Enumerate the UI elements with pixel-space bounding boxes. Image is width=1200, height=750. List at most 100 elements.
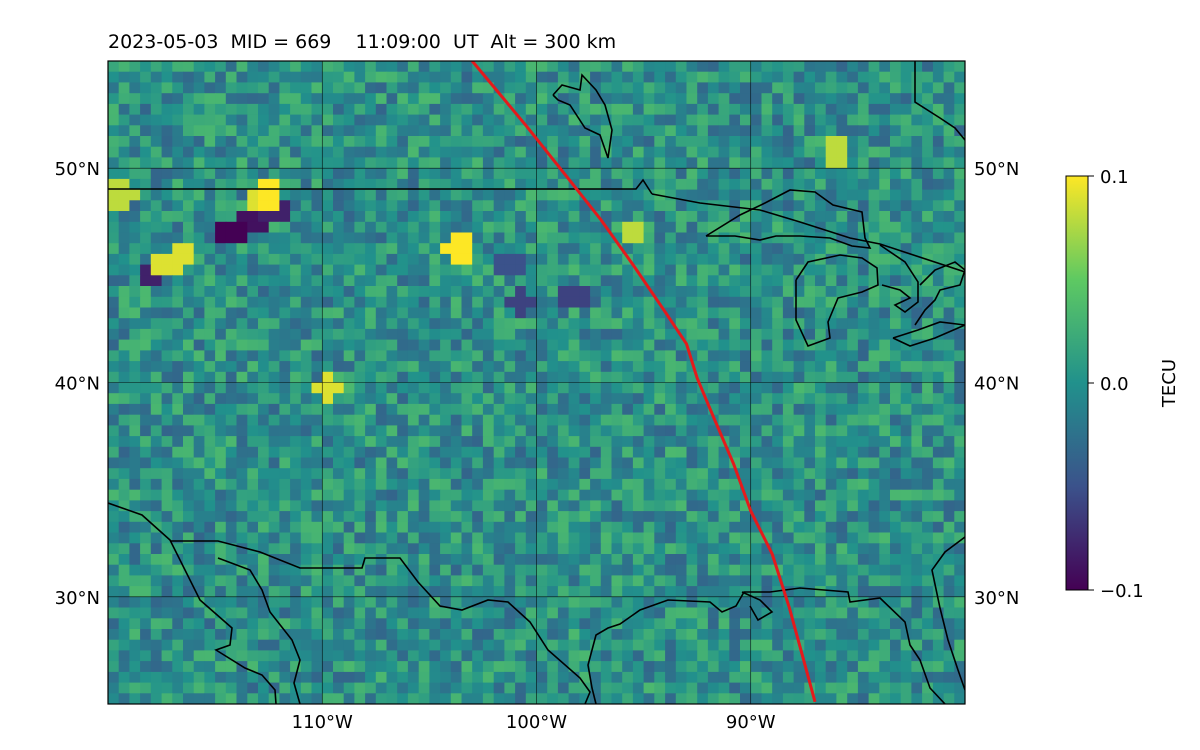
heat-cell: [632, 564, 645, 576]
heat-cell: [311, 414, 323, 426]
heat-cell: [333, 136, 345, 148]
heat-cell: [461, 275, 473, 287]
heat-cell: [772, 318, 784, 330]
heat-cell: [140, 436, 152, 448]
heat-cell: [568, 682, 580, 694]
heat-cell: [375, 489, 388, 501]
heat-cell: [183, 425, 195, 437]
heat-cell: [290, 253, 302, 266]
heat-cell: [118, 532, 130, 544]
heat-cell: [482, 339, 495, 351]
heat-cell: [847, 468, 859, 480]
heat-cell: [354, 82, 366, 94]
heat-cell: [108, 136, 120, 148]
heat-cell: [686, 661, 698, 673]
heat-cell: [472, 264, 484, 276]
heat-cell: [547, 446, 559, 459]
heat-cell: [536, 682, 548, 694]
heat-cell: [943, 446, 955, 459]
heat-cell: [397, 125, 409, 137]
heat-cell: [150, 361, 163, 373]
heat-cell: [258, 103, 270, 116]
heat-cell: [279, 275, 291, 287]
heat-cell: [247, 168, 259, 180]
heat-cell: [172, 296, 184, 309]
heat-cell: [622, 478, 634, 491]
heat-cell: [290, 607, 302, 619]
heat-cell: [407, 629, 420, 641]
heat-cell: [311, 393, 323, 405]
heat-cell: [225, 554, 238, 566]
heat-cell: [900, 650, 912, 662]
heat-cell: [504, 403, 516, 416]
heat-cell: [825, 71, 837, 83]
heat-cell: [322, 168, 334, 180]
heat-cell: [397, 82, 409, 94]
heat-cell: [279, 264, 291, 276]
heat-cell: [857, 296, 870, 309]
heat-cell: [836, 93, 848, 105]
heat-cell: [108, 414, 120, 426]
heat-cell: [236, 468, 248, 480]
chart-title: 2023-05-03 MID = 669 11:09:00 UT Alt = 3…: [108, 31, 616, 53]
lake-ontario-east: [914, 261, 965, 326]
heat-cell: [183, 178, 195, 191]
heat-cell: [515, 575, 527, 587]
heat-cell: [429, 393, 441, 405]
heat-cell: [225, 596, 238, 609]
heat-cell: [311, 521, 323, 534]
heat-cell: [279, 286, 291, 298]
heat-cell: [825, 671, 837, 684]
heat-cell: [536, 478, 548, 491]
heat-cell: [697, 71, 709, 83]
heat-cell: [600, 554, 613, 566]
heat-cell: [675, 286, 688, 298]
heat-cell: [386, 93, 398, 105]
heat-cell: [365, 275, 377, 287]
heat-cell: [322, 511, 334, 523]
heat-cell: [750, 211, 763, 223]
heat-cell: [482, 671, 495, 684]
heat-cell: [118, 328, 130, 341]
heat-cell: [954, 125, 965, 137]
heat-cell: [204, 478, 216, 491]
heat-cell: [654, 371, 666, 384]
heat-cell: [836, 82, 848, 94]
heat-cell: [247, 286, 259, 298]
heat-cell: [333, 82, 345, 94]
heat-cell: [825, 189, 837, 201]
heat-cell: [611, 382, 623, 394]
heat-cell: [172, 328, 184, 341]
heat-cell: [258, 661, 270, 673]
heat-cell: [386, 682, 398, 694]
heat-cell: [440, 136, 452, 148]
heat-cell: [482, 371, 495, 384]
heat-cell: [815, 500, 827, 512]
heat-cell: [890, 382, 902, 394]
heat-cell: [825, 478, 837, 491]
heat-cell: [890, 425, 902, 437]
heat-cell: [665, 318, 677, 330]
heat-cell: [697, 661, 709, 673]
heat-cell: [450, 693, 463, 704]
heat-cell: [890, 693, 902, 704]
heat-cell: [215, 243, 227, 255]
heat-cell: [386, 178, 398, 191]
heat-cell: [322, 275, 334, 287]
heat-cell: [536, 157, 548, 169]
heat-cell: [729, 575, 741, 587]
heat-cell: [279, 468, 291, 480]
heat-cell: [215, 457, 227, 469]
heat-cell: [461, 393, 473, 405]
heat-cell: [450, 232, 463, 244]
heat-cell: [429, 189, 441, 201]
heat-cell: [343, 371, 355, 384]
heat-cell: [761, 393, 773, 405]
heat-cell: [108, 200, 120, 212]
heat-cell: [161, 650, 173, 662]
heat-cell: [836, 693, 848, 704]
heat-cell: [161, 296, 173, 309]
heat-cell: [900, 264, 912, 276]
heat-cell: [225, 403, 238, 416]
